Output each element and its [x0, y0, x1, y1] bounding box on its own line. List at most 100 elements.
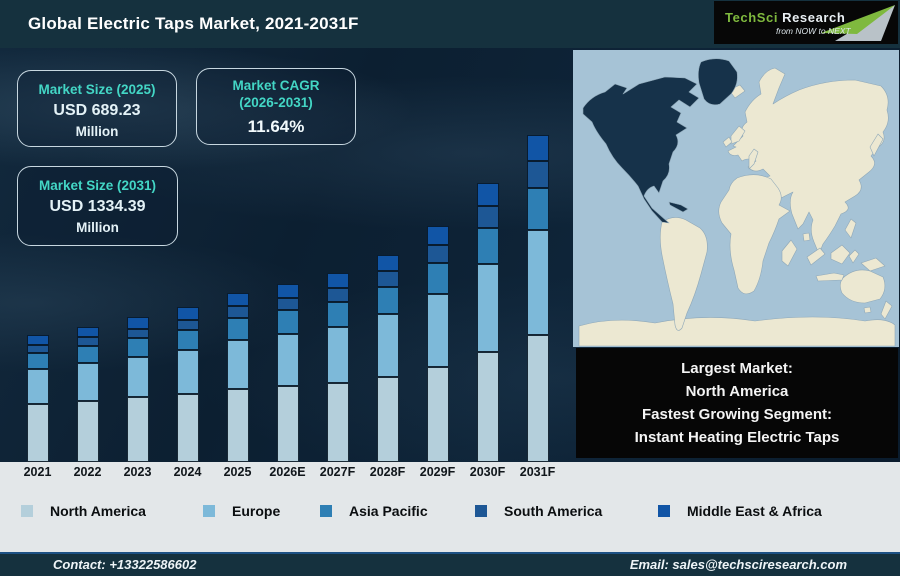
world-map [573, 50, 899, 347]
bars-layer [0, 48, 570, 462]
bar-segment [376, 313, 399, 377]
map-south-america [659, 217, 708, 331]
stacked-bar-2022 [76, 326, 99, 462]
bar-segment [476, 351, 499, 462]
bar-segment [526, 135, 549, 162]
bar-segment [326, 326, 349, 384]
bar-segment [326, 273, 349, 289]
stacked-bar-2021 [26, 335, 49, 462]
legend-item: Asia Pacific [320, 503, 428, 519]
bar-segment [76, 337, 99, 346]
legend-item: North America [21, 503, 146, 519]
bar-segment [426, 226, 449, 246]
legend-item: Middle East & Africa [658, 503, 822, 519]
x-axis-label: 2021 [23, 465, 52, 479]
legend-item: Europe [203, 503, 280, 519]
bar-segment [476, 205, 499, 228]
bar-segment [26, 353, 49, 370]
logo-brand-primary: TechSci [725, 10, 779, 25]
bar-segment [176, 307, 199, 320]
market-size-2025-title: Market Size (2025) [38, 82, 156, 97]
bar-segment [426, 263, 449, 294]
logo-tagline: from NOW to NEXT [776, 26, 851, 36]
stacked-bar-2029F [426, 226, 449, 462]
market-cagr-title-line1: Market CAGR [232, 78, 320, 93]
stacked-bar-2027F [326, 273, 349, 462]
bar-segment [176, 329, 199, 351]
x-axis-label: 2031F [519, 465, 556, 479]
bar-segment [126, 356, 149, 398]
bar-segment [276, 386, 299, 462]
bar-segment [426, 245, 449, 264]
market-size-2031-value: USD 1334.39 [49, 198, 146, 215]
bar-segment [276, 283, 299, 298]
bar-segment [276, 310, 299, 334]
stacked-bar-2024 [176, 307, 199, 462]
bar-segment [426, 366, 449, 462]
bar-segment [176, 350, 199, 395]
bar-segment [326, 302, 349, 327]
legend-label: Middle East & Africa [687, 503, 822, 519]
bar-segment [226, 306, 249, 318]
bar-segment [26, 403, 49, 462]
map-antarctica [578, 316, 896, 347]
market-size-2025-unit: Million [75, 124, 119, 139]
bar-segment [26, 369, 49, 404]
legend-item: South America [475, 503, 602, 519]
callout-largest-market-value: North America [685, 383, 789, 400]
bar-segment [376, 377, 399, 462]
callout-fastest-segment-value: Instant Heating Electric Taps [634, 429, 840, 446]
bar-segment [76, 363, 99, 401]
legend-label: North America [50, 503, 146, 519]
bar-segment [76, 326, 99, 338]
legend-color-swatch [320, 505, 332, 517]
stacked-bar-2030F [476, 183, 499, 462]
footer-bar: Contact: +13322586602 Email: sales@techs… [0, 552, 900, 576]
axis-and-legend-strip: 2021 2022 2023 2024 2025 2026E 2027F 2028F 2029F… [0, 462, 900, 552]
legend-color-swatch [658, 505, 670, 517]
x-axis-label: 2025 [223, 465, 252, 479]
stacked-bar-2023 [126, 317, 149, 462]
bar-segment [226, 340, 249, 389]
legend-color-swatch [203, 505, 215, 517]
bar-segment [226, 292, 249, 307]
bar-segment [376, 254, 399, 272]
bar-segment [76, 345, 99, 364]
market-callout-box: Largest Market: North America Fastest Gr… [576, 348, 898, 458]
contact-text: Contact: +13322586602 [53, 557, 197, 572]
techsci-logo: TechSci Research from NOW to NEXT [714, 1, 898, 44]
bar-segment [226, 317, 249, 340]
bar-segment [476, 263, 499, 352]
x-axis-label: 2029F [419, 465, 456, 479]
legend-color-swatch [21, 505, 33, 517]
bar-segment [376, 286, 399, 314]
page-title: Global Electric Taps Market, 2021-2031F [28, 14, 359, 33]
bar-segment [426, 293, 449, 367]
stacked-bar-2025 [226, 292, 249, 462]
market-size-2031-unit: Million [76, 220, 119, 235]
bar-segment [376, 271, 399, 287]
map-africa [718, 174, 791, 295]
bar-segment [226, 389, 249, 462]
email-text: Email: sales@techsciresearch.com [629, 557, 847, 572]
market-size-2031-box: Market Size (2031) USD 1334.39 Million [17, 166, 178, 246]
stacked-bar-2031F [526, 135, 549, 462]
bar-segment [26, 335, 49, 346]
chart-area: Market Size (2025) USD 689.23 Million Ma… [0, 48, 900, 462]
x-axis-label: 2026E [269, 465, 306, 479]
bar-segment [126, 317, 149, 329]
logo-wordmark: TechSci Research [725, 10, 845, 25]
bar-segment [326, 383, 349, 462]
x-axis-label: 2028F [369, 465, 406, 479]
bar-segment [126, 328, 149, 338]
bar-segment [526, 230, 549, 335]
bar-segment [26, 345, 49, 353]
x-axis-label: 2030F [469, 465, 506, 479]
bar-segment [476, 227, 499, 264]
map-north-america-highlight [582, 58, 738, 224]
logo-brand-secondary: Research [782, 10, 846, 25]
bar-segment [326, 288, 349, 303]
bar-segment [126, 397, 149, 462]
bar-segment [176, 394, 199, 462]
